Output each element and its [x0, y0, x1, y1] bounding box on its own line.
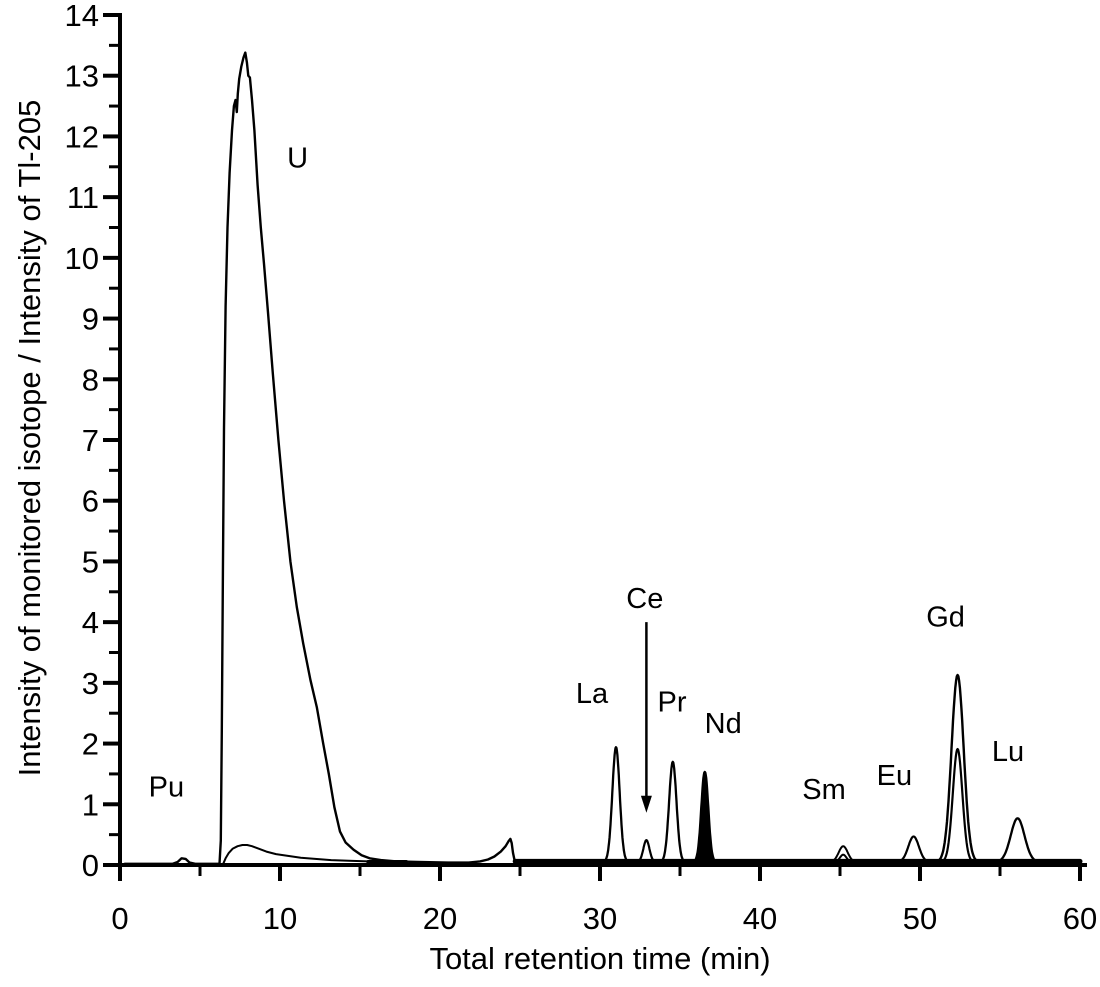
x-tick-label-40: 40 — [743, 901, 777, 936]
x-tick-label-20: 20 — [423, 901, 457, 936]
x-tick-label-10: 10 — [263, 901, 297, 936]
series-La-peak — [600, 746, 632, 864]
series-Nd-peak — [690, 770, 720, 864]
y-tick-label-14: 14 — [65, 0, 99, 33]
y-tick-label-5: 5 — [82, 544, 99, 579]
peak-label-Pr: Pr — [658, 687, 687, 719]
y-tick-label-9: 9 — [82, 302, 99, 337]
y-tick-label-1: 1 — [82, 787, 99, 822]
series-Lu-peak — [988, 817, 1047, 864]
peak-label-Lu: Lu — [992, 736, 1024, 768]
series-Pr-peak — [656, 760, 689, 864]
y-tick-label-8: 8 — [82, 362, 99, 397]
series-Sm-peak-inner — [829, 853, 857, 863]
peak-label-U: U — [287, 143, 308, 175]
peak-label-Eu: Eu — [877, 760, 912, 792]
peak-label-Ce: Ce — [626, 583, 663, 615]
peak-label-Sm: Sm — [802, 774, 846, 806]
x-tick-label-0: 0 — [111, 901, 128, 936]
y-tick-label-2: 2 — [82, 727, 99, 762]
peak-label-Gd: Gd — [926, 602, 965, 634]
peak-label-Pu: Pu — [149, 772, 184, 804]
y-tick-label-4: 4 — [82, 605, 99, 640]
series-Gd-peak-outer — [932, 673, 984, 864]
ce-arrowhead — [640, 795, 652, 813]
y-axis-title: Intensity of monitored isotope / Intensi… — [12, 99, 47, 777]
y-tick-label-13: 13 — [65, 59, 99, 94]
series-Eu-peak — [891, 835, 936, 864]
y-tick-label-7: 7 — [82, 423, 99, 458]
peak-label-Nd: Nd — [705, 708, 742, 740]
series-Gd-peak-inner — [937, 747, 978, 863]
x-axis-title: Total retention time (min) — [429, 941, 771, 976]
series-Ce-peak — [633, 839, 660, 864]
series-actinide-trace — [123, 51, 1082, 865]
y-tick-label-6: 6 — [82, 484, 99, 519]
peak-label-La: La — [576, 678, 609, 710]
x-tick-label-30: 30 — [583, 901, 617, 936]
series-uranium-secondary-trace — [222, 844, 390, 865]
y-tick-label-11: 11 — [67, 180, 99, 215]
x-tick-label-50: 50 — [903, 901, 937, 936]
y-tick-label-0: 0 — [82, 848, 99, 883]
y-tick-label-3: 3 — [82, 666, 99, 701]
x-tick-label-60: 60 — [1063, 901, 1097, 936]
y-tick-label-10: 10 — [65, 241, 99, 276]
y-tick-label-12: 12 — [65, 119, 99, 154]
